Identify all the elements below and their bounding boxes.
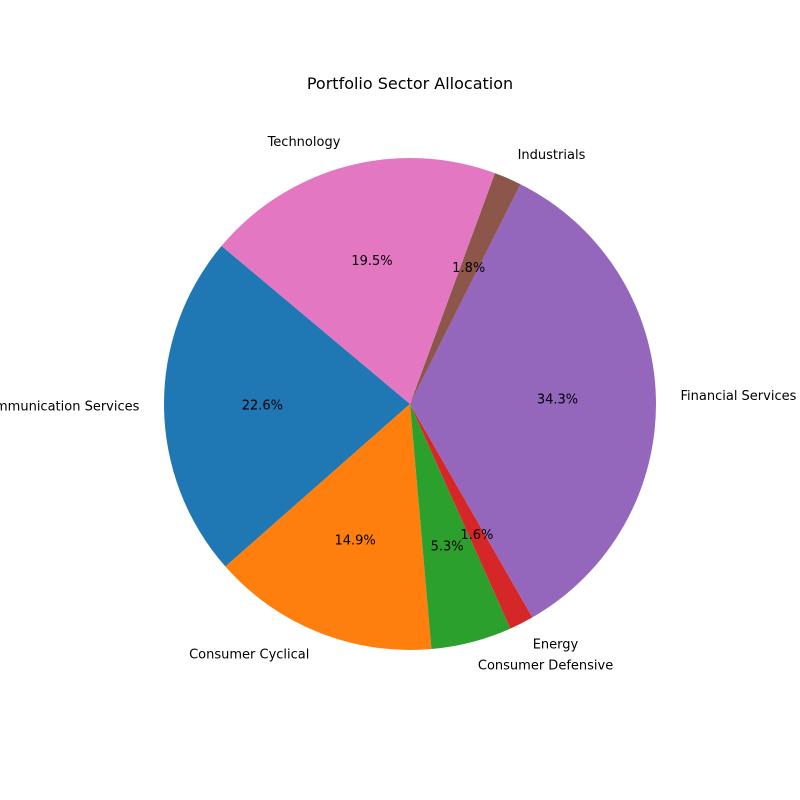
- pie-slices: [163, 157, 656, 650]
- slice-percent-label: 22.6%: [242, 398, 283, 413]
- slice-label: Industrials: [518, 148, 586, 163]
- chart-title: Portfolio Sector Allocation: [307, 74, 513, 93]
- slice-label: Consumer Cyclical: [189, 648, 309, 663]
- pie-slice-financial-services: [410, 184, 656, 618]
- pie-slice-technology: [221, 157, 495, 404]
- slice-label: Financial Services: [681, 389, 797, 404]
- pie-slice-communication-services: [163, 245, 410, 567]
- slice-label: Consumer Defensive: [478, 658, 613, 673]
- slice-percent-label: 19.5%: [351, 254, 392, 269]
- slice-label: Energy: [533, 638, 579, 653]
- slice-percent-label: 1.8%: [452, 261, 485, 276]
- pie-slice-consumer-cyclical: [225, 404, 432, 650]
- pie-slice-industrials: [410, 173, 521, 404]
- slice-percent-label: 34.3%: [537, 392, 578, 407]
- pie-slice-consumer-defensive: [410, 404, 511, 650]
- pie-labels: Communication Services 22.6% Consumer Cycl…: [0, 135, 797, 673]
- slice-percent-label: 1.6%: [460, 528, 493, 543]
- slice-label: Technology: [267, 135, 341, 150]
- slice-percent-label: 14.9%: [334, 534, 375, 549]
- slice-percent-label: 5.3%: [431, 539, 464, 554]
- slice-label: Communication Services: [0, 400, 140, 415]
- pie-slice-energy: [410, 404, 533, 629]
